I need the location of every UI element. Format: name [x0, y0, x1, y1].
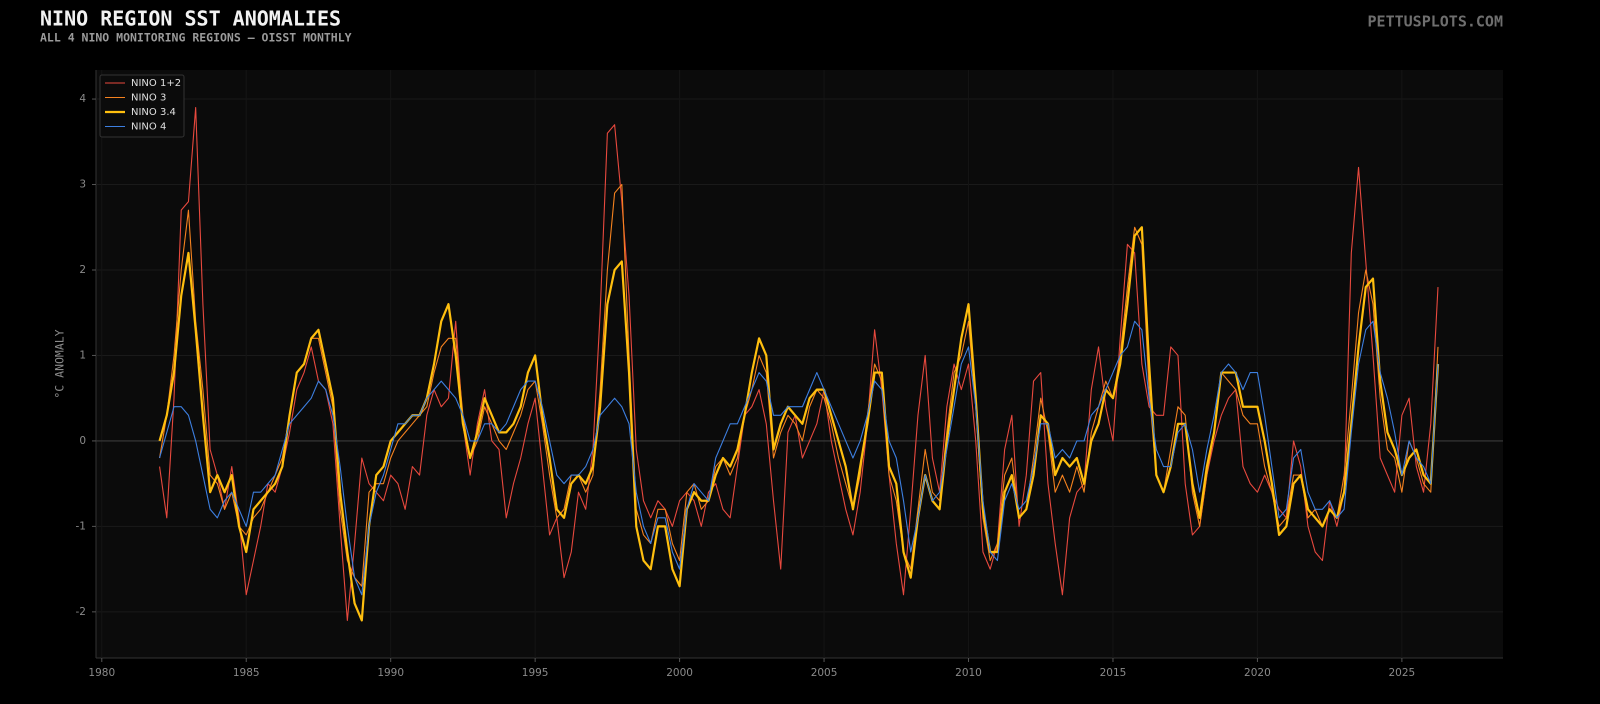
x-tick-label: 1985 [233, 667, 260, 679]
legend-label: NINO 1+2 [131, 78, 181, 89]
series-line [159, 183, 1439, 587]
source-label: PETTUSPLOTS.COM [1368, 13, 1503, 31]
y-tick-label: 3 [79, 179, 86, 191]
chart-subtitle: ALL 4 NINO MONITORING REGIONS — OISST MO… [40, 31, 352, 45]
x-tick-label: 1980 [88, 667, 115, 679]
series-line [158, 226, 1440, 622]
series-line [159, 320, 1439, 596]
plot-area [96, 70, 1503, 658]
legend: NINO 1+2 NINO 3 NINO 3.4 NINO 4 [99, 74, 185, 138]
x-tick-label: 2025 [1389, 667, 1416, 679]
x-tick-label: 1990 [377, 667, 404, 679]
legend-label: NINO 3.4 [131, 107, 176, 118]
x-tick-label: 2015 [1100, 667, 1127, 679]
x-tick-label: 2005 [811, 667, 838, 679]
x-tick-label: 2020 [1244, 667, 1271, 679]
x-tick-label: 2010 [955, 667, 982, 679]
series-lines [158, 107, 1440, 622]
chart-title: NINO REGION SST ANOMALIES [40, 7, 341, 31]
x-tick-label: 1995 [522, 667, 549, 679]
y-tick-label: 1 [79, 349, 86, 361]
y-tick-label: -2 [76, 606, 86, 618]
y-tick-label: 2 [79, 264, 86, 276]
y-axis-label: °C ANOMALY [53, 329, 67, 398]
legend-label: NINO 3 [131, 93, 166, 104]
y-tick-label: -1 [76, 520, 86, 532]
legend-label: NINO 4 [131, 122, 166, 133]
legend-box [99, 74, 185, 138]
x-tick-label: 2000 [666, 667, 693, 679]
y-tick-label: 0 [79, 435, 86, 447]
y-tick-label: 4 [79, 93, 86, 105]
